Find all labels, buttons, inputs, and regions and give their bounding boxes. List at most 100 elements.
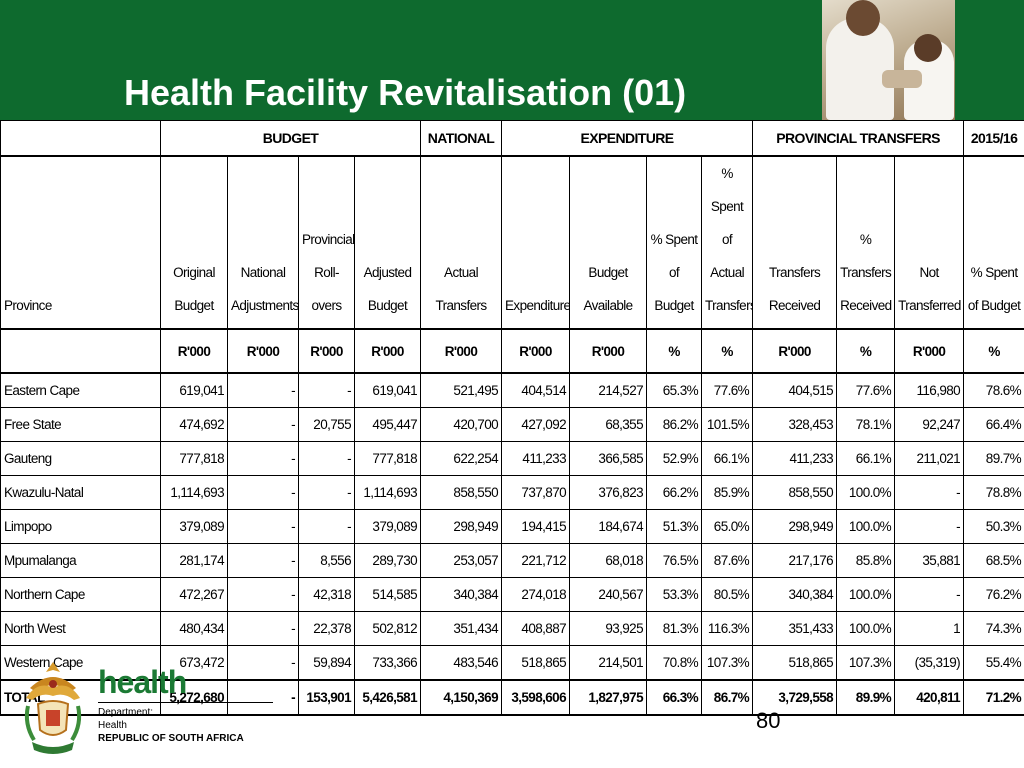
slide-title: Health Facility Revitalisation (01) <box>124 72 687 113</box>
table-cell: 184,674 <box>569 509 648 544</box>
table-cell: 85.9% <box>701 475 754 510</box>
table-cell: 521,495 <box>420 372 503 408</box>
table-cell: 66.2% <box>646 475 703 510</box>
province-name-cell: Gauteng <box>0 441 161 476</box>
table-cell: 92,247 <box>894 407 965 442</box>
total-cell: 3,729,558 <box>752 679 838 716</box>
total-cell: - <box>227 679 299 716</box>
table-cell: 351,434 <box>420 611 503 646</box>
table-row: Gauteng 777,818- -777,818 622,254 411,233 366… <box>0 441 1024 476</box>
table-cell: 89.7% <box>963 441 1024 476</box>
table-cell: - <box>894 577 965 612</box>
province-name-cell: Northern Cape <box>0 577 161 612</box>
table-cell: 858,550 <box>420 475 503 510</box>
table-cell: 35,881 <box>894 543 965 578</box>
column-header: National Adjustments <box>227 155 299 330</box>
brand-divider <box>98 702 273 703</box>
table-cell: 366,585 <box>569 441 648 476</box>
table-row: Limpopo 379,089- -379,089 298,949 194,415 184… <box>0 509 1024 544</box>
unit-cell: % <box>701 328 754 374</box>
table-cell: - <box>227 543 299 578</box>
table-cell: 858,550 <box>752 475 838 510</box>
table-cell: 1 <box>894 611 965 646</box>
column-header: Transfers Received <box>752 155 838 330</box>
table-cell: - <box>298 475 355 510</box>
slide-footer: health Department: Health REPUBLIC OF SO… <box>0 648 1024 768</box>
table-cell: 68.5% <box>963 543 1024 578</box>
table-cell: - <box>894 509 965 544</box>
table-body: Eastern Cape 619,041- -619,041 521,495 404,5… <box>0 372 1024 681</box>
group-header-provincial-transfers: PROVINCIAL TRANSFERS <box>752 120 965 157</box>
unit-cell: % <box>963 328 1024 374</box>
total-cell: 71.2% <box>963 679 1024 716</box>
province-name-cell: Eastern Cape <box>0 372 161 408</box>
province-name-cell: Limpopo <box>0 509 161 544</box>
total-cell: 66.3% <box>646 679 703 716</box>
department-line-3: REPUBLIC OF SOUTH AFRICA <box>98 733 244 744</box>
table-cell: 518,865 <box>501 645 571 681</box>
table-cell: 298,949 <box>420 509 503 544</box>
unit-cell: R'000 <box>353 328 422 374</box>
table-cell: 502,812 <box>353 611 422 646</box>
column-header-row: Province Original Budget National Adjustme… <box>0 155 1024 330</box>
column-header: Provincial Roll-overs <box>298 155 355 330</box>
table-cell: 78.6% <box>963 372 1024 408</box>
table-cell: 480,434 <box>160 611 228 646</box>
table-cell: 66.1% <box>836 441 896 476</box>
table-cell: 619,041 <box>353 372 422 408</box>
table-cell: 483,546 <box>420 645 503 681</box>
province-name-cell: Kwazulu-Natal <box>0 475 161 510</box>
column-header: % Spent of Budget <box>963 155 1024 330</box>
unit-cell: R'000 <box>227 328 299 374</box>
table-cell: 8,556 <box>298 543 355 578</box>
table-cell: 328,453 <box>752 407 838 442</box>
table-cell: 107.3% <box>701 645 754 681</box>
table-cell: 214,501 <box>569 645 648 681</box>
table-cell: 74.3% <box>963 611 1024 646</box>
unit-cell: R'000 <box>894 328 965 374</box>
column-header: Adjusted Budget <box>353 155 422 330</box>
table-cell: 408,887 <box>501 611 571 646</box>
table-cell: 777,818 <box>160 441 228 476</box>
table-cell: 495,447 <box>353 407 422 442</box>
table-cell: 194,415 <box>501 509 571 544</box>
table-cell: 68,355 <box>569 407 648 442</box>
coat-of-arms-logo <box>24 662 82 754</box>
table-cell: 86.2% <box>646 407 703 442</box>
table-cell: 85.8% <box>836 543 896 578</box>
column-header: % Spent of Actual Transfers <box>701 155 754 330</box>
table-cell: - <box>894 475 965 510</box>
group-header-blank <box>0 120 161 157</box>
budget-expenditure-table: BUDGET NATIONAL EXPENDITURE PROVINCIAL T… <box>0 120 1024 716</box>
total-cell: 5,426,581 <box>353 679 422 716</box>
column-header: Budget Available <box>569 155 648 330</box>
department-line-1: Department: <box>98 707 154 718</box>
table-cell: - <box>298 372 355 408</box>
unit-cell <box>0 328 161 374</box>
total-cell: 153,901 <box>298 679 355 716</box>
table-cell: 404,515 <box>752 372 838 408</box>
table-cell: 298,949 <box>752 509 838 544</box>
table-row: Kwazulu-Natal 1,114,693- -1,114,693 858,550… <box>0 475 1024 510</box>
table-cell: - <box>298 509 355 544</box>
total-cell: 4,150,369 <box>420 679 503 716</box>
table-cell: 101.5% <box>701 407 754 442</box>
table-cell: 379,089 <box>353 509 422 544</box>
table-cell: 777,818 <box>353 441 422 476</box>
table-cell: 81.3% <box>646 611 703 646</box>
column-header: Actual Transfers <box>420 155 503 330</box>
table-cell: 116,980 <box>894 372 965 408</box>
table-cell: 1,114,693 <box>160 475 228 510</box>
province-name-cell: Free State <box>0 407 161 442</box>
table-cell: 100.0% <box>836 611 896 646</box>
table-cell: 55.4% <box>963 645 1024 681</box>
column-header: Original Budget <box>160 155 228 330</box>
table-cell: 78.8% <box>963 475 1024 510</box>
table-cell: 211,021 <box>894 441 965 476</box>
table-cell: 214,527 <box>569 372 648 408</box>
table-cell: 100.0% <box>836 509 896 544</box>
group-header-expenditure: EXPENDITURE <box>501 120 754 157</box>
table-cell: 619,041 <box>160 372 228 408</box>
table-cell: 733,366 <box>353 645 422 681</box>
table-cell: 77.6% <box>701 372 754 408</box>
